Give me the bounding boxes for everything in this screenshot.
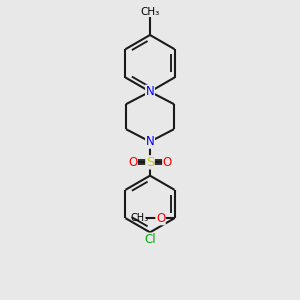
Text: S: S xyxy=(146,156,154,169)
Text: CH₃: CH₃ xyxy=(140,7,160,17)
Text: O: O xyxy=(128,156,137,169)
Text: Cl: Cl xyxy=(144,233,156,246)
Text: N: N xyxy=(146,85,154,98)
Text: O: O xyxy=(163,156,172,169)
Text: N: N xyxy=(146,135,154,148)
Text: CH₃: CH₃ xyxy=(131,213,149,223)
Text: O: O xyxy=(156,212,165,225)
